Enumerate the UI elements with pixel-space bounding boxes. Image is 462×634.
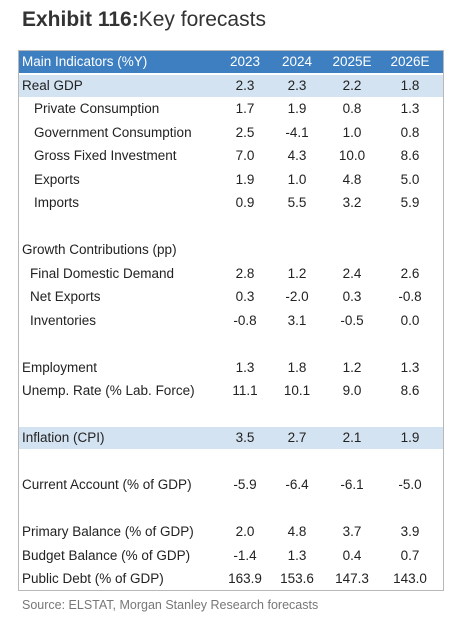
row-label: Imports xyxy=(34,195,80,210)
column-header: 2026E xyxy=(390,54,430,69)
cell-value: 163.9 xyxy=(228,571,262,586)
cell-value: 1.9 xyxy=(287,101,307,116)
cell-value: 1.8 xyxy=(400,77,420,93)
cell-value: 1.2 xyxy=(342,359,362,375)
cell-value: 0.9 xyxy=(235,195,255,210)
row-label: Inflation (CPI) xyxy=(22,430,105,445)
cell-value: 1.8 xyxy=(287,359,307,375)
cell-value: 5.9 xyxy=(400,195,420,210)
cell-value: 2.3 xyxy=(235,77,255,93)
title: Exhibit 116:Key forecasts xyxy=(22,8,266,32)
row-highlight xyxy=(19,74,443,97)
cell-value: 1.0 xyxy=(342,124,362,140)
cell-value: -0.8 xyxy=(398,289,422,304)
cell-value: -5.0 xyxy=(398,477,422,492)
cell-value: 2.4 xyxy=(342,265,362,281)
row-label: Public Debt (% of GDP) xyxy=(22,571,164,586)
cell-value: 0.7 xyxy=(400,547,420,563)
cell-value: -6.4 xyxy=(285,477,309,492)
row-label: Budget Balance (% of GDP) xyxy=(22,547,191,563)
cell-value: 2.2 xyxy=(342,77,362,93)
column-header: Main Indicators (%Y) xyxy=(22,54,148,69)
row-label: Private Consumption xyxy=(34,101,160,116)
cell-value: -0.8 xyxy=(233,312,257,328)
cell-value: -6.1 xyxy=(340,477,364,492)
cell-value: 3.9 xyxy=(400,524,420,539)
cell-value: 11.1 xyxy=(232,383,258,398)
cell-value: -5.9 xyxy=(233,477,257,492)
row-label: Primary Balance (% of GDP) xyxy=(22,524,194,539)
cell-value: 3.1 xyxy=(287,312,307,328)
cell-value: 2.1 xyxy=(342,430,362,445)
cell-value: 4.8 xyxy=(287,524,307,539)
cell-value: 2.5 xyxy=(235,124,255,140)
cell-value: -4.1 xyxy=(285,124,309,140)
cell-value: 1.3 xyxy=(287,547,307,563)
column-header: 2023 xyxy=(229,54,261,69)
cell-value: 1.3 xyxy=(400,359,420,375)
cell-value: -2.0 xyxy=(285,289,309,304)
cell-value: 147.3 xyxy=(335,571,369,586)
cell-value: 2.6 xyxy=(400,265,420,281)
cell-value: 1.9 xyxy=(235,171,255,187)
cell-value: 0.0 xyxy=(400,312,420,328)
cell-value: 0.8 xyxy=(342,101,362,116)
cell-value: 0.3 xyxy=(342,289,362,304)
cell-value: 10.0 xyxy=(338,148,366,163)
cell-value: 1.0 xyxy=(287,171,307,187)
table-frame xyxy=(18,50,444,591)
row-label: Net Exports xyxy=(30,289,101,304)
row-label: Exports xyxy=(34,171,80,187)
cell-value: 3.5 xyxy=(235,430,255,445)
cell-value: 2.7 xyxy=(287,430,307,445)
cell-value: 5.5 xyxy=(287,195,307,210)
cell-value: 153.6 xyxy=(280,571,314,586)
cell-value: 0.8 xyxy=(400,124,420,140)
row-label: Current Account (% of GDP) xyxy=(22,477,192,492)
cell-value: 3.2 xyxy=(342,195,362,210)
cell-value: 8.6 xyxy=(400,148,420,163)
cell-value: 143.0 xyxy=(393,571,427,586)
cell-value: 1.3 xyxy=(235,359,255,375)
row-label: Inventories xyxy=(30,312,97,328)
header-band xyxy=(19,51,443,73)
exhibit-label: Exhibit 116: xyxy=(22,8,139,31)
cell-value: 2.8 xyxy=(235,265,255,281)
cell-value: 0.4 xyxy=(342,547,362,563)
cell-value: 5.0 xyxy=(400,171,420,187)
column-header: 2024 xyxy=(281,54,313,69)
cell-value: 1.9 xyxy=(400,430,420,445)
cell-value: 2.0 xyxy=(235,524,255,539)
cell-value: 8.6 xyxy=(400,383,420,398)
row-label: Final Domestic Demand xyxy=(30,265,175,281)
row-label: Employment xyxy=(22,359,98,375)
cell-value: 1.2 xyxy=(287,265,307,281)
row-highlight xyxy=(19,427,443,449)
cell-value: 9.0 xyxy=(342,383,362,398)
cell-value: 4.3 xyxy=(287,148,307,163)
cell-value: 1.3 xyxy=(400,101,420,116)
title-text: Key forecasts xyxy=(138,8,266,31)
cell-value: 1.7 xyxy=(235,101,255,116)
cell-value: 2.3 xyxy=(287,77,307,93)
column-header: 2025E xyxy=(332,54,372,69)
row-label: Unemp. Rate (% Lab. Force) xyxy=(22,383,195,398)
cell-value: 0.3 xyxy=(235,289,255,304)
row-label: Real GDP xyxy=(22,77,83,93)
row-label: Government Consumption xyxy=(34,124,192,140)
source-note: Source: ELSTAT, Morgan Stanley Research … xyxy=(22,598,319,612)
cell-value: -0.5 xyxy=(340,312,364,328)
cell-value: 3.7 xyxy=(342,524,362,539)
cell-value: 10.1 xyxy=(283,383,311,398)
row-label: Gross Fixed Investment xyxy=(34,148,177,163)
cell-value: 4.8 xyxy=(342,171,362,187)
cell-value: 7.0 xyxy=(235,148,255,163)
cell-value: -1.4 xyxy=(233,547,257,563)
row-label: Growth Contributions (pp) xyxy=(22,242,177,257)
